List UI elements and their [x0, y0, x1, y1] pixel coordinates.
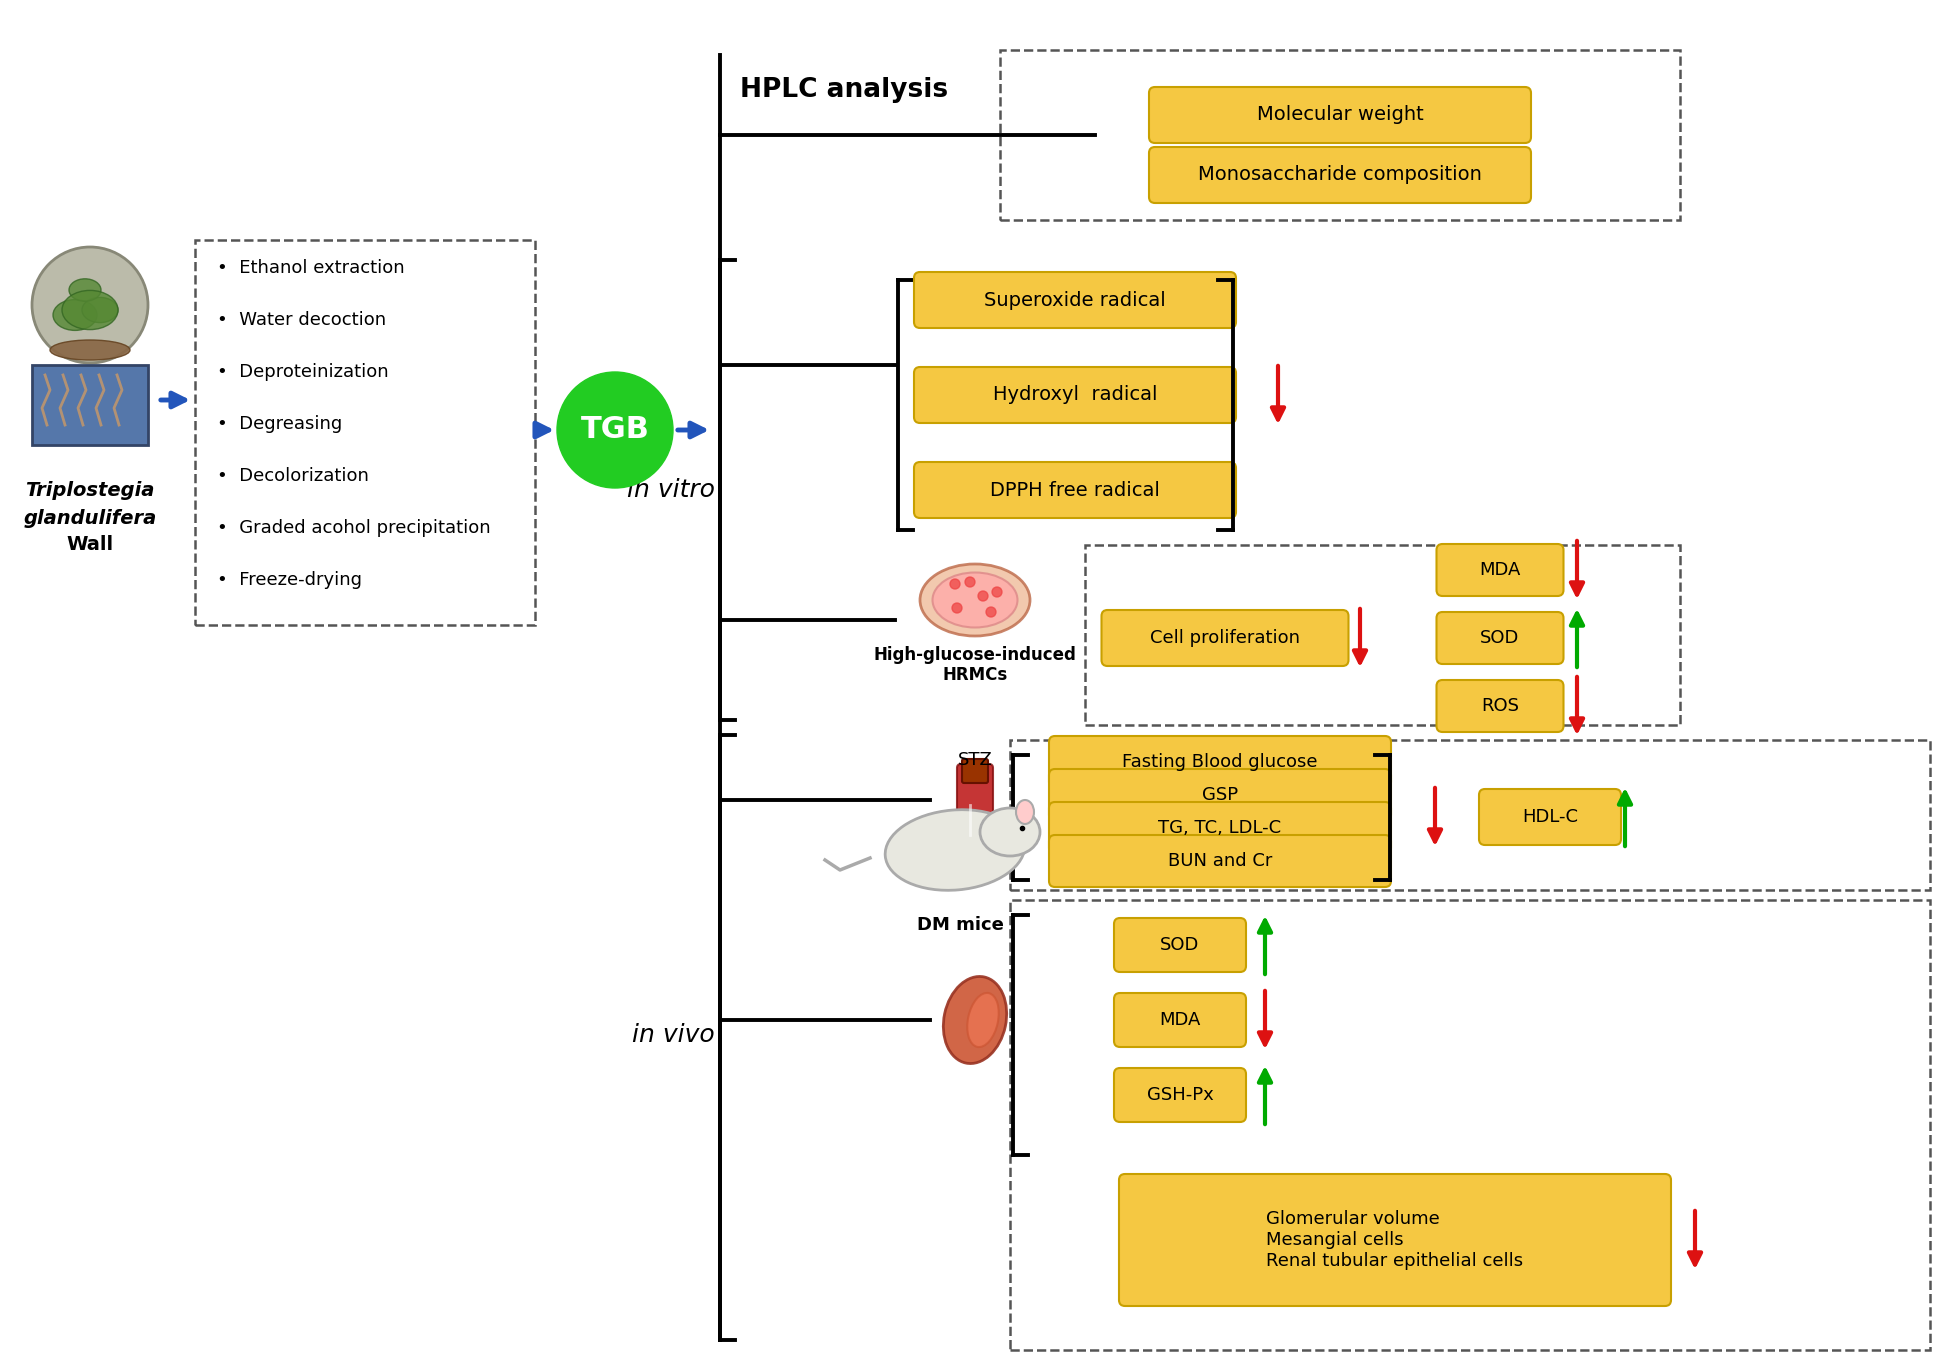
Circle shape [964, 576, 974, 587]
Text: HDL-C: HDL-C [1523, 809, 1578, 826]
FancyBboxPatch shape [1480, 790, 1621, 846]
Text: in vivo: in vivo [633, 1023, 715, 1046]
Text: •  Deproteinization: • Deproteinization [218, 363, 388, 381]
FancyBboxPatch shape [1149, 148, 1531, 204]
Ellipse shape [69, 279, 102, 301]
Text: MDA: MDA [1480, 561, 1521, 579]
Text: GSP: GSP [1201, 785, 1239, 805]
FancyBboxPatch shape [913, 367, 1237, 423]
Text: BUN and Cr: BUN and Cr [1168, 852, 1272, 870]
Circle shape [951, 579, 960, 589]
Text: DM mice: DM mice [917, 917, 1004, 934]
FancyBboxPatch shape [956, 764, 994, 847]
Text: •  Water decoction: • Water decoction [218, 311, 386, 329]
FancyBboxPatch shape [1049, 769, 1392, 821]
Text: DPPH free radical: DPPH free radical [990, 481, 1160, 500]
Text: •  Decolorization: • Decolorization [218, 467, 368, 485]
Text: •  Ethanol extraction: • Ethanol extraction [218, 260, 404, 277]
Text: MDA: MDA [1158, 1011, 1201, 1029]
Text: ROS: ROS [1482, 697, 1519, 714]
Circle shape [31, 247, 149, 363]
FancyBboxPatch shape [913, 462, 1237, 518]
Ellipse shape [980, 809, 1041, 856]
FancyBboxPatch shape [1437, 544, 1564, 596]
FancyBboxPatch shape [1149, 87, 1531, 143]
Text: Hydroxyl  radical: Hydroxyl radical [994, 385, 1156, 404]
Text: •  Graded acohol precipitation: • Graded acohol precipitation [218, 519, 490, 537]
Text: Superoxide radical: Superoxide radical [984, 291, 1166, 310]
Ellipse shape [933, 572, 1017, 627]
FancyBboxPatch shape [962, 759, 988, 783]
Text: Cell proliferation: Cell proliferation [1151, 628, 1299, 647]
Text: High-glucose-induced
HRMCs: High-glucose-induced HRMCs [874, 646, 1076, 684]
Text: Triplostegia: Triplostegia [25, 481, 155, 500]
FancyBboxPatch shape [1113, 993, 1247, 1046]
FancyBboxPatch shape [913, 272, 1237, 328]
Text: HPLC analysis: HPLC analysis [741, 76, 949, 102]
Ellipse shape [886, 810, 1025, 891]
FancyBboxPatch shape [1049, 835, 1392, 887]
FancyBboxPatch shape [31, 365, 149, 445]
FancyBboxPatch shape [1102, 611, 1348, 667]
Circle shape [986, 607, 996, 617]
FancyBboxPatch shape [1049, 736, 1392, 788]
Text: •  Freeze-drying: • Freeze-drying [218, 571, 363, 589]
Text: in vitro: in vitro [627, 478, 715, 501]
FancyBboxPatch shape [1437, 680, 1564, 732]
Text: Fasting Blood glucose: Fasting Blood glucose [1123, 753, 1317, 770]
Text: TGB: TGB [580, 415, 649, 444]
Text: Molecular weight: Molecular weight [1256, 105, 1423, 124]
Text: Wall: Wall [67, 534, 114, 553]
FancyBboxPatch shape [1113, 918, 1247, 973]
Circle shape [978, 591, 988, 601]
Ellipse shape [943, 977, 1007, 1064]
FancyBboxPatch shape [1049, 802, 1392, 854]
Ellipse shape [919, 564, 1031, 637]
Text: •  Degreasing: • Degreasing [218, 415, 343, 433]
Text: STZ: STZ [958, 751, 992, 769]
Ellipse shape [63, 291, 118, 329]
Circle shape [992, 587, 1002, 597]
FancyBboxPatch shape [1119, 1173, 1672, 1306]
Text: Glomerular volume
Mesangial cells
Renal tubular epithelial cells: Glomerular volume Mesangial cells Renal … [1266, 1210, 1523, 1270]
Ellipse shape [1015, 800, 1035, 824]
Text: SOD: SOD [1480, 628, 1519, 647]
Text: TG, TC, LDL-C: TG, TC, LDL-C [1158, 820, 1282, 837]
Text: GSH-Px: GSH-Px [1147, 1086, 1213, 1104]
Circle shape [953, 602, 962, 613]
Ellipse shape [82, 298, 118, 322]
FancyBboxPatch shape [1437, 612, 1564, 664]
Text: Monosaccharide composition: Monosaccharide composition [1198, 165, 1482, 184]
Text: glandulifera: glandulifera [24, 508, 157, 527]
Ellipse shape [53, 299, 96, 331]
Circle shape [557, 372, 672, 488]
FancyBboxPatch shape [1113, 1068, 1247, 1121]
Text: SOD: SOD [1160, 936, 1200, 953]
Ellipse shape [51, 340, 129, 361]
Ellipse shape [966, 993, 1000, 1048]
